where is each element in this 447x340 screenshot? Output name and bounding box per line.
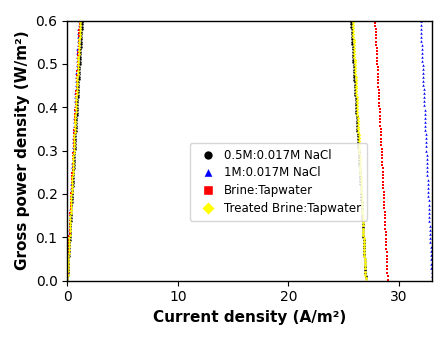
Brine:Tapwater [376,88,381,92]
Line: Treated Brine:Tapwater: Treated Brine:Tapwater [66,0,367,282]
0.5M:0.017M NaCl [363,276,368,280]
1M:0.017M NaCl [419,42,424,47]
Treated Brine:Tapwater [363,279,368,283]
0.5M:0.017M NaCl [354,121,360,125]
0.5M:0.017M NaCl [354,124,360,128]
Line: Brine:Tapwater: Brine:Tapwater [66,0,389,282]
1M:0.017M NaCl [419,39,424,43]
Line: 1M:0.017M NaCl: 1M:0.017M NaCl [66,0,433,282]
Y-axis label: Gross power density (W/m²): Gross power density (W/m²) [15,31,30,270]
1M:0.017M NaCl [65,279,70,283]
Treated Brine:Tapwater [65,279,70,283]
Brine:Tapwater [65,279,70,283]
Treated Brine:Tapwater [354,104,360,108]
Brine:Tapwater [376,85,381,89]
0.5M:0.017M NaCl [80,12,85,16]
Treated Brine:Tapwater [354,107,360,111]
Brine:Tapwater [385,277,391,282]
1M:0.017M NaCl [429,278,434,283]
0.5M:0.017M NaCl [65,279,70,283]
Legend: 0.5M:0.017M NaCl, 1M:0.017M NaCl, Brine:Tapwater, Treated Brine:Tapwater: 0.5M:0.017M NaCl, 1M:0.017M NaCl, Brine:… [190,143,367,221]
X-axis label: Current density (A/m²): Current density (A/m²) [153,310,346,325]
Line: 0.5M:0.017M NaCl: 0.5M:0.017M NaCl [66,0,367,282]
